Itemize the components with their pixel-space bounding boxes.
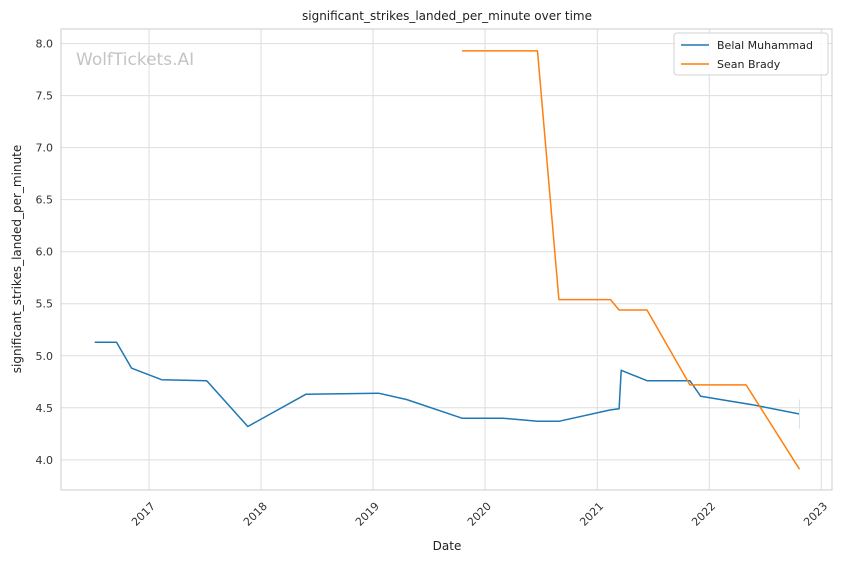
y-tick-label: 4.5 [36, 402, 54, 415]
plot-frame [60, 28, 833, 491]
legend: Belal Muhammad Sean Brady [673, 32, 829, 76]
y-tick-label: 6.5 [36, 194, 54, 207]
legend-label-belal: Belal Muhammad [717, 39, 813, 52]
y-tick-label: 8.0 [36, 38, 54, 51]
legend-label-sean: Sean Brady [717, 58, 781, 71]
y-tick-label: 4.0 [36, 454, 54, 467]
legend-box [673, 32, 829, 76]
y-tick-label: 7.5 [36, 90, 54, 103]
y-tick-label: 5.5 [36, 298, 54, 311]
y-tick-label: 5.0 [36, 350, 54, 363]
series-line-belal-muhammad [94, 341, 800, 428]
x-axis-title: Date [433, 539, 462, 553]
series-line-sean-brady [462, 50, 801, 470]
y-tick-label: 6.0 [36, 246, 54, 259]
chart-title: significant_strikes_landed_per_minute ov… [302, 9, 592, 23]
y-tick-label: 7.0 [36, 142, 54, 155]
watermark: WolfTickets.AI [76, 50, 194, 70]
y-axis-title: significant_strikes_landed_per_minute [10, 145, 24, 374]
series-lines [94, 50, 801, 470]
